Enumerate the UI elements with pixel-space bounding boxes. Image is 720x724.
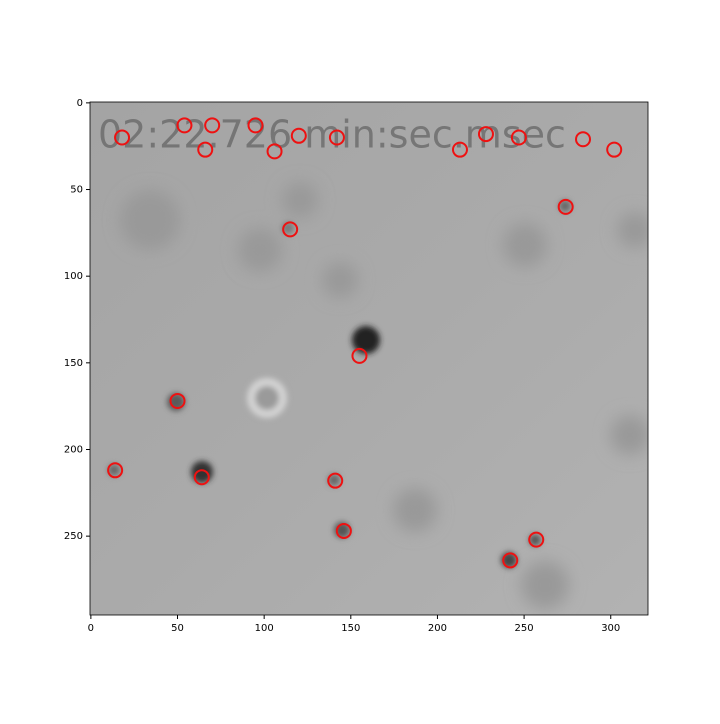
y-tick-label: 250 bbox=[64, 531, 83, 542]
detected-cell-marker bbox=[107, 462, 124, 479]
detected-cell-marker bbox=[557, 198, 574, 215]
detected-cell-marker bbox=[327, 472, 344, 489]
detected-cell-marker bbox=[176, 117, 193, 134]
x-tick-label: 100 bbox=[255, 623, 274, 634]
x-tick-label: 150 bbox=[341, 623, 360, 634]
detected-cell-marker bbox=[282, 221, 299, 238]
image-overlay-text: 02:22.726 min:sec.msec bbox=[98, 113, 566, 157]
detected-cell-marker bbox=[575, 131, 592, 148]
detected-cell-marker bbox=[247, 117, 264, 134]
detected-cell-marker bbox=[477, 126, 494, 143]
x-tick-label: 250 bbox=[515, 623, 534, 634]
x-tick-label: 50 bbox=[171, 623, 184, 634]
detected-cell-marker bbox=[528, 531, 545, 548]
x-tick-label: 300 bbox=[601, 623, 620, 634]
x-tick-label: 0 bbox=[88, 623, 94, 634]
y-tick-label: 100 bbox=[64, 271, 83, 282]
detected-cell-marker bbox=[510, 129, 527, 146]
x-tick-label: 200 bbox=[428, 623, 447, 634]
detected-cell-marker bbox=[290, 127, 307, 144]
y-tick-label: 0 bbox=[77, 98, 83, 109]
detected-cell-marker bbox=[335, 522, 352, 539]
detected-cell-marker bbox=[606, 141, 623, 158]
detected-cell-marker bbox=[114, 129, 131, 146]
detected-cell-marker bbox=[351, 347, 368, 364]
detected-cell-marker bbox=[197, 141, 214, 158]
detected-cell-marker bbox=[169, 392, 186, 409]
detected-cell-marker bbox=[204, 117, 221, 134]
y-tick-label: 50 bbox=[70, 185, 83, 196]
y-tick-label: 150 bbox=[64, 358, 83, 369]
detected-cell-marker bbox=[502, 552, 519, 569]
detected-cell-marker bbox=[328, 129, 345, 146]
detected-cell-marker bbox=[266, 143, 283, 160]
detected-cell-marker bbox=[451, 141, 468, 158]
microscope-image bbox=[90, 102, 648, 615]
axes-frame bbox=[89, 101, 649, 616]
y-tick-label: 200 bbox=[64, 444, 83, 455]
detected-cell-marker bbox=[193, 469, 210, 486]
